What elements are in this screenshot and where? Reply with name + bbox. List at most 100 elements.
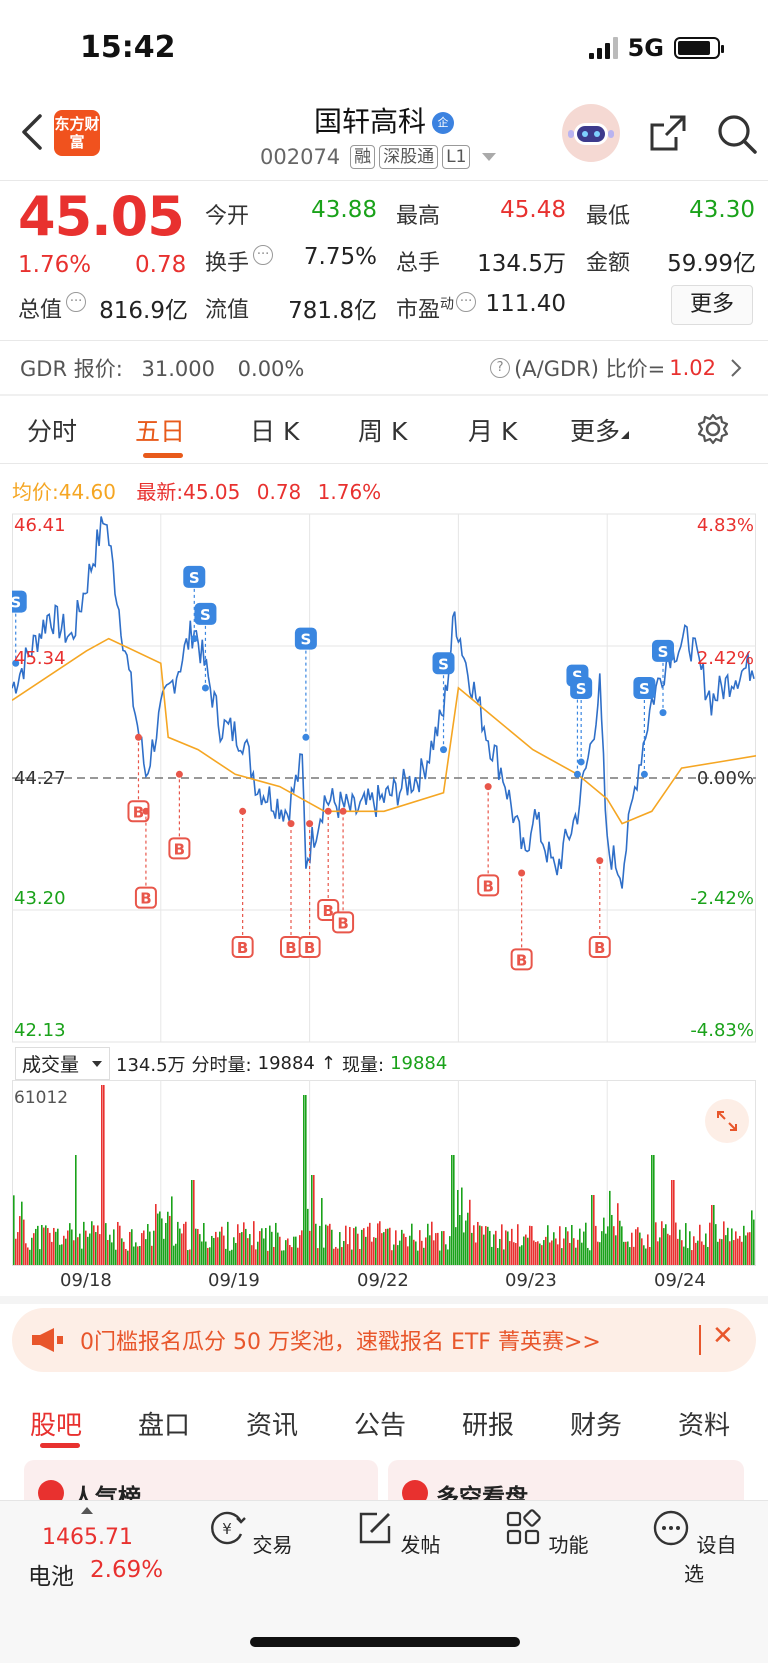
pe-label[interactable]: 市盈动 ··· (396, 292, 477, 324)
buy-marker (231, 936, 254, 959)
volume-bar (331, 1229, 333, 1265)
tab-pankou[interactable]: 盘口 (138, 1411, 191, 1441)
volume-bar (621, 1226, 623, 1265)
volume-bar (59, 1244, 61, 1265)
volume-max: 61012 (14, 1088, 69, 1108)
tab-news[interactable]: 资讯 (246, 1411, 299, 1441)
popularity-card[interactable]: 人气榜 (24, 1460, 378, 1500)
marker-dot (142, 807, 150, 815)
volume-bar (721, 1239, 723, 1265)
help-icon[interactable]: ? (490, 358, 511, 378)
volume-bar (675, 1222, 677, 1265)
volume-bar (683, 1246, 685, 1265)
volume-bar (625, 1241, 627, 1265)
volume-bar (47, 1228, 49, 1265)
tab-announcements[interactable]: 公告 (354, 1411, 407, 1441)
grid-icon (507, 1509, 542, 1545)
settings-icon[interactable] (696, 412, 730, 446)
volume-bar (125, 1249, 127, 1265)
volume-bar (499, 1238, 501, 1265)
volume-bar (719, 1238, 721, 1265)
volume-bar (405, 1237, 407, 1265)
tab-intraday[interactable]: 分时 (27, 417, 78, 446)
search-icon[interactable] (716, 113, 758, 155)
volume-bar (155, 1204, 157, 1265)
sector-index-value[interactable]: 1465.71 (42, 1525, 133, 1550)
promo-banner[interactable] (12, 1308, 756, 1372)
volume-bar (507, 1231, 509, 1265)
volume-chart[interactable] (12, 1080, 756, 1266)
tab-weekly-k[interactable]: 周 K (358, 417, 408, 446)
volume-bar (257, 1241, 259, 1265)
volume-bar (729, 1241, 731, 1265)
gdr-ratio[interactable]: ? (A/GDR) 比价= 1.02 (490, 353, 742, 383)
caret-up-icon (81, 1507, 93, 1514)
volume-bar (237, 1224, 239, 1265)
latest-value: 45.05 (183, 480, 241, 504)
volume-bar (699, 1224, 701, 1265)
post-button[interactable]: 发帖 (348, 1508, 448, 1558)
sell-marker-label: S (12, 594, 21, 612)
sector-change[interactable]: 2.69% (90, 1557, 164, 1583)
volume-bar (233, 1237, 235, 1265)
mktcap-label[interactable]: 总值 ··· (18, 292, 87, 324)
volume-bar (373, 1237, 375, 1265)
tab-guba[interactable]: 股吧 (30, 1411, 83, 1441)
tab-financials[interactable]: 财务 (570, 1411, 623, 1441)
tab-five-day[interactable]: 五日 (135, 417, 186, 446)
share-icon[interactable] (648, 113, 688, 153)
volume-bar (219, 1231, 221, 1265)
volume-bar (515, 1243, 517, 1265)
x-date: 09/23 (505, 1270, 557, 1291)
volume-bar (439, 1250, 441, 1265)
tab-more[interactable]: 更多 (570, 412, 630, 448)
volume-bar (167, 1211, 169, 1265)
volume-bar (749, 1232, 751, 1265)
volume-bar (657, 1241, 659, 1265)
promo-text[interactable]: 0门槛报名瓜分 50 万奖池，速戳报名 ETF 菁英赛>> (80, 1330, 601, 1355)
volume-bar (349, 1226, 351, 1265)
volume-bar (273, 1246, 275, 1265)
functions-button[interactable]: 功能 (496, 1508, 596, 1558)
marker-dot (134, 733, 142, 741)
volume-bar (529, 1225, 531, 1265)
volume-bar (451, 1155, 453, 1265)
volume-bar (743, 1225, 745, 1265)
chart-legend: 均价:44.60 最新:45.05 0.78 1.76% (12, 476, 381, 505)
volume-bar (347, 1244, 349, 1265)
volume-bar (203, 1222, 205, 1265)
volume-bar (701, 1241, 703, 1265)
assistant-robot-icon[interactable] (562, 104, 620, 162)
float-label: 流值 (205, 298, 250, 323)
add-watchlist-button[interactable]: 设自选 (644, 1508, 744, 1587)
volume-bar (251, 1245, 253, 1265)
stock-subtitle[interactable]: 002074 融 深股通 L1 (260, 145, 498, 169)
volume-bar (183, 1223, 185, 1265)
volume-bar (647, 1234, 649, 1265)
volume-bar (437, 1232, 439, 1265)
tab-monthly-k[interactable]: 月 K (468, 417, 518, 446)
more-button[interactable]: 更多 (671, 285, 753, 325)
sector-name[interactable]: 电池 (28, 1564, 74, 1590)
volume-bar (99, 1234, 101, 1265)
volume-bar (21, 1201, 23, 1265)
trade-button[interactable]: ¥ 交易 (200, 1508, 300, 1558)
volume-bar (673, 1180, 675, 1265)
bull-bear-card[interactable]: 多空看盘 (388, 1460, 744, 1500)
gdr-ratio-label: (A/GDR) 比价= (514, 357, 666, 381)
volume-bar (333, 1248, 335, 1265)
back-icon[interactable] (18, 112, 48, 152)
volume-bar (375, 1237, 377, 1265)
tab-daily-k[interactable]: 日 K (250, 417, 300, 446)
indicator-select[interactable]: 成交量 (15, 1047, 111, 1080)
volume-bar (745, 1235, 747, 1265)
app-logo[interactable]: 东方财富 (54, 110, 100, 156)
volume-bar (247, 1238, 249, 1265)
tab-research[interactable]: 研报 (462, 1411, 515, 1441)
turnover-label[interactable]: 换手 ··· (205, 245, 274, 277)
volume-bar (585, 1222, 587, 1265)
close-icon[interactable]: ✕ (712, 1321, 734, 1351)
tab-profile[interactable]: 资料 (678, 1411, 731, 1441)
expand-button[interactable] (705, 1099, 749, 1143)
